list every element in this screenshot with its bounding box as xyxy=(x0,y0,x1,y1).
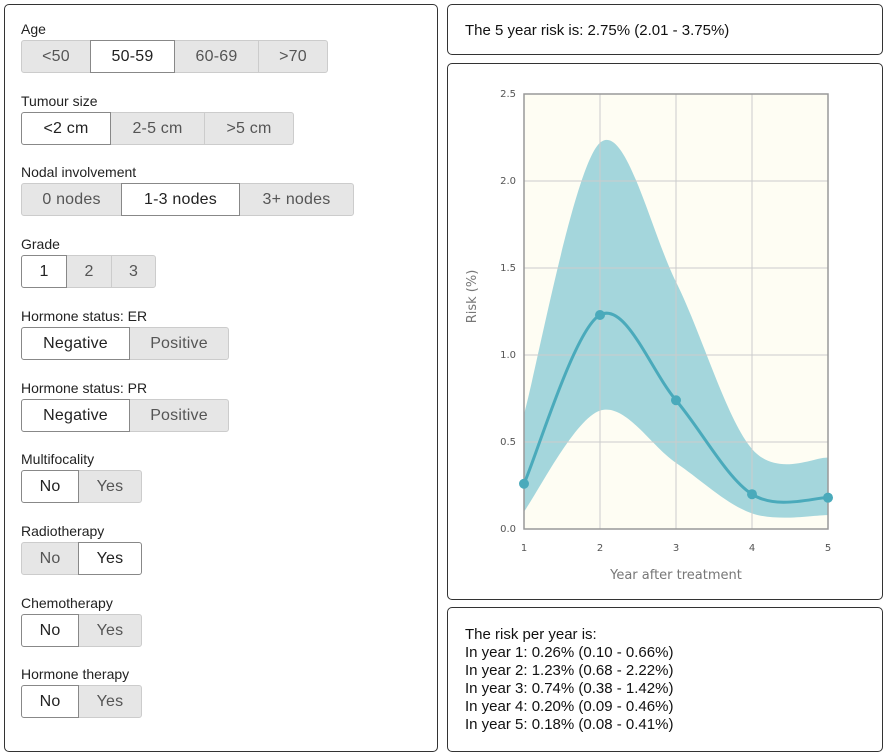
field-hormone-therapy: Hormone therapy No Yes xyxy=(21,666,142,718)
yearly-risk-line: In year 3: 0.74% (0.38 - 1.42%) xyxy=(465,680,674,697)
chemotherapy-selector: No Yes xyxy=(21,614,142,647)
yearly-risk-line: In year 2: 1.23% (0.68 - 2.22%) xyxy=(465,662,674,679)
hormone-therapy-option-button[interactable]: Yes xyxy=(78,685,142,718)
field-label: Multifocality xyxy=(21,451,95,467)
x-tick-label: 4 xyxy=(749,543,755,554)
yearly-risk-line: In year 4: 0.20% (0.09 - 0.46%) xyxy=(465,698,674,715)
field-multifocality: Multifocality No Yes xyxy=(21,451,142,503)
five-year-risk-text: The 5 year risk is: 2.75% (2.01 - 3.75%) xyxy=(465,22,730,39)
hormone-status-er-selector: Negative Positive xyxy=(21,327,229,360)
tumour-size-option-button[interactable]: >5 cm xyxy=(204,112,294,145)
five-year-risk-panel: The 5 year risk is: 2.75% (2.01 - 3.75%) xyxy=(447,4,883,55)
tumour-size-option-button[interactable]: <2 cm xyxy=(21,112,111,145)
risk-point xyxy=(519,478,529,489)
yearly-risk-text: The risk per year is: In year 1: 0.26% (… xyxy=(465,626,673,734)
radiotherapy-option-button[interactable]: No xyxy=(21,542,79,575)
radiotherapy-selector: No Yes xyxy=(21,542,142,575)
x-axis-title: Year after treatment xyxy=(609,568,742,583)
age-option-button[interactable]: <50 xyxy=(21,40,91,73)
age-option-button[interactable]: 60-69 xyxy=(174,40,259,73)
yearly-risk-line: In year 1: 0.26% (0.10 - 0.66%) xyxy=(465,644,674,661)
nodal-involvement-option-button[interactable]: 3+ nodes xyxy=(239,183,354,216)
input-form-panel: Age <50 50-59 60-69 >70 Tumour size <2 cm 2-5 c… xyxy=(4,4,438,752)
radiotherapy-option-button[interactable]: Yes xyxy=(78,542,142,575)
nodal-involvement-selector: 0 nodes 1-3 nodes 3+ nodes xyxy=(21,183,354,216)
field-label: Radiotherapy xyxy=(21,523,105,539)
field-chemotherapy: Chemotherapy No Yes xyxy=(21,595,142,647)
risk-chart: 0.0 0.5 1.0 1.5 2.0 2.5 1 2 3 4 5 Year after treatm… xyxy=(465,89,833,583)
y-tick-label: 1.5 xyxy=(500,263,516,274)
x-tick-label: 2 xyxy=(597,543,603,554)
y-axis-title: Risk (%) xyxy=(465,270,480,324)
field-grade: Grade 1 2 3 xyxy=(21,236,156,288)
age-option-button[interactable]: 50-59 xyxy=(90,40,175,73)
hormone-status-er-option-button[interactable]: Negative xyxy=(21,327,130,360)
field-label: Chemotherapy xyxy=(21,595,113,611)
field-label: Hormone status: PR xyxy=(21,380,148,396)
field-tumour-size: Tumour size <2 cm 2-5 cm >5 cm xyxy=(21,93,294,145)
y-tick-label: 0.0 xyxy=(500,524,516,535)
field-hormone-status-pr: Hormone status: PR Negative Positive xyxy=(21,380,229,432)
plot-border xyxy=(523,93,829,530)
hormone-status-er-option-button[interactable]: Positive xyxy=(129,327,229,360)
yearly-risk-title: The risk per year is: xyxy=(465,626,597,643)
hormone-therapy-selector: No Yes xyxy=(21,685,142,718)
field-label: Hormone status: ER xyxy=(21,308,148,324)
risk-point xyxy=(747,489,757,500)
field-label: Hormone therapy xyxy=(21,666,130,682)
field-label: Tumour size xyxy=(21,93,98,109)
multifocality-option-button[interactable]: Yes xyxy=(78,470,142,503)
multifocality-selector: No Yes xyxy=(21,470,142,503)
hormone-status-pr-option-button[interactable]: Positive xyxy=(129,399,229,432)
x-tick-label: 3 xyxy=(673,543,679,554)
chemotherapy-option-button[interactable]: Yes xyxy=(78,614,142,647)
grade-option-button[interactable]: 2 xyxy=(66,255,112,288)
nodal-involvement-option-button[interactable]: 1-3 nodes xyxy=(121,183,240,216)
hormone-status-pr-option-button[interactable]: Negative xyxy=(21,399,130,432)
field-hormone-status-er: Hormone status: ER Negative Positive xyxy=(21,308,229,360)
x-tick-label: 1 xyxy=(521,543,527,554)
field-nodal-involvement: Nodal involvement 0 nodes 1-3 nodes 3+ node… xyxy=(21,164,354,216)
chemotherapy-option-button[interactable]: No xyxy=(21,614,79,647)
hormone-status-pr-selector: Negative Positive xyxy=(21,399,229,432)
tumour-size-option-button[interactable]: 2-5 cm xyxy=(110,112,205,145)
y-tick-label: 2.5 xyxy=(500,89,516,100)
risk-point xyxy=(671,395,681,406)
y-tick-label: 1.0 xyxy=(500,350,516,361)
field-label: Grade xyxy=(21,236,60,252)
risk-chart-panel: 0.0 0.5 1.0 1.5 2.0 2.5 1 2 3 4 5 Year after treatm… xyxy=(447,63,883,600)
field-label: Nodal involvement xyxy=(21,164,137,180)
x-tick-label: 5 xyxy=(825,543,831,554)
risk-point xyxy=(823,492,833,503)
tumour-size-selector: <2 cm 2-5 cm >5 cm xyxy=(21,112,294,145)
grade-option-button[interactable]: 1 xyxy=(21,255,67,288)
yearly-risk-panel: The risk per year is: In year 1: 0.26% (… xyxy=(447,607,883,752)
y-tick-label: 2.0 xyxy=(500,176,516,187)
multifocality-option-button[interactable]: No xyxy=(21,470,79,503)
yearly-risk-line: In year 5: 0.18% (0.08 - 0.41%) xyxy=(465,716,674,733)
field-label: Age xyxy=(21,21,46,37)
nodal-involvement-option-button[interactable]: 0 nodes xyxy=(21,183,122,216)
grade-option-button[interactable]: 3 xyxy=(111,255,156,288)
age-option-button[interactable]: >70 xyxy=(258,40,328,73)
field-age: Age <50 50-59 60-69 >70 xyxy=(21,21,328,73)
age-selector: <50 50-59 60-69 >70 xyxy=(21,40,328,73)
risk-point xyxy=(595,309,605,320)
field-radiotherapy: Radiotherapy No Yes xyxy=(21,523,142,575)
hormone-therapy-option-button[interactable]: No xyxy=(21,685,79,718)
y-tick-label: 0.5 xyxy=(500,437,516,448)
risk-line xyxy=(522,311,829,504)
